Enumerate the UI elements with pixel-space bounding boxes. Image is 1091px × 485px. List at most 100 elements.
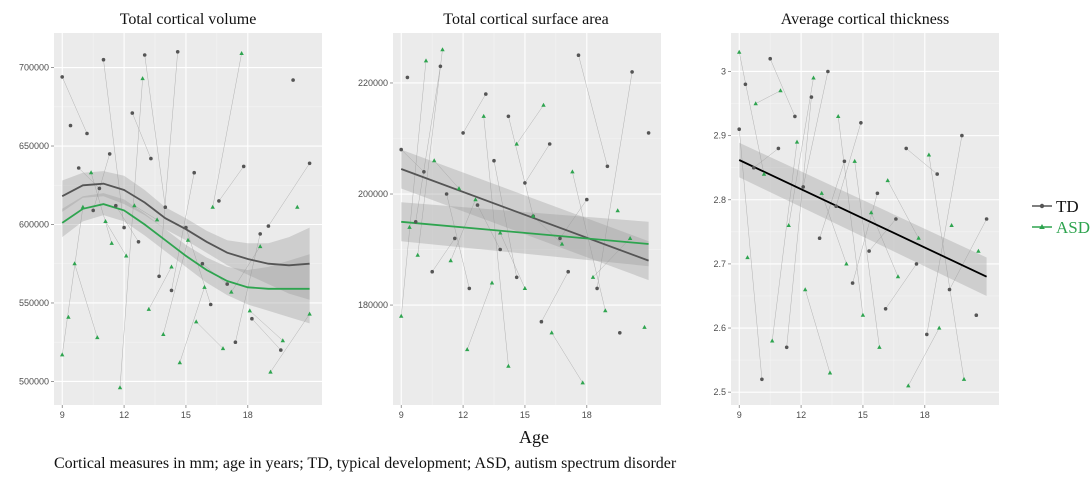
x-tick-label: 18 [920,410,930,420]
plot-background [54,33,322,405]
data-point-td [184,225,188,230]
data-point-asd [239,51,244,55]
data-point-td [834,204,838,208]
data-point-asd [103,219,108,223]
data-point-asd [827,370,833,375]
x-tick-label: 18 [243,410,253,420]
data-point-td [467,286,472,291]
subject-connector-line [592,238,631,278]
data-point-td [826,69,830,74]
data-point-asd [498,230,503,235]
data-point-asd [140,76,145,81]
subject-connector-line [499,232,526,289]
subject-connector-line [738,129,763,380]
subject-connector-line [819,161,845,239]
subject-connector-line [446,193,470,289]
data-point-td [241,164,246,169]
x-tick-label: 18 [582,410,592,420]
subject-connector-line [270,313,310,373]
data-point-asd [268,369,273,374]
data-point-td [136,240,141,244]
data-point-td [850,281,855,285]
subject-connector-line [196,321,224,349]
x-tick-label: 15 [520,410,530,420]
subject-connector-line [906,148,938,175]
data-point-td [793,114,797,119]
subject-connector-line [769,58,796,117]
data-point-td [547,142,552,146]
subject-connector-line [887,180,919,239]
subject-connector-line [134,205,158,220]
subject-connector-line [541,271,569,322]
data-point-asd [161,332,166,336]
x-tick-label: 15 [858,410,868,420]
figure-caption: Cortical measures in mm; age in years; T… [54,455,677,472]
data-point-asd [295,204,300,209]
data-point-td [801,185,805,189]
subject-connector-line [132,112,152,159]
data-point-td [925,332,929,337]
y-tick-label: 550000 [19,298,49,308]
data-point-asd [869,210,874,215]
data-point-td [91,208,95,213]
x-axis-label: Age [519,427,549,447]
legend-item-asd: ASD [1032,218,1090,237]
data-point-td [266,224,271,228]
data-point-asd [778,88,783,93]
plot-background [393,33,661,405]
confidence-band-asd [401,202,649,267]
data-point-asd [906,383,911,388]
data-point-asd [753,101,758,106]
data-point-td [413,220,418,224]
data-point-asd [541,102,546,107]
data-point-asd [154,217,160,222]
y-tick-label: 3 [721,66,726,76]
subject-connector-line [533,216,563,245]
data-point-asd [745,255,750,260]
data-point-asd [456,186,462,191]
subject-connector-line [596,71,633,289]
subject-connector-line [62,76,88,134]
data-point-td [751,165,756,170]
legend: TD ASD [1032,197,1090,237]
data-point-asd [570,169,575,174]
subject-connector-line [908,327,940,386]
legend-label-td: TD [1056,197,1079,216]
fit-line-asd [401,220,649,245]
subject-connector-line [868,218,897,252]
data-point-td [422,170,426,174]
data-point-asd [124,253,129,258]
panel-average-cortical-thickness: Average cortical thickness 9 12 15 18 2.5 2.6… [713,11,999,420]
subject-connector-line [61,207,84,355]
data-point-asd [146,306,151,311]
data-point-td [475,203,480,207]
data-point-asd [926,152,932,157]
data-point-asd [210,204,215,209]
data-point-td [430,269,435,274]
data-point-td [101,57,106,62]
subject-connector-line [524,143,550,184]
data-point-asd [448,258,453,263]
data-point-td [566,269,570,274]
subject-connector-line [755,90,781,104]
subject-connector-line [483,116,509,367]
data-point-td [258,232,263,236]
data-point-td [595,286,599,291]
data-point-asd [60,352,65,357]
data-point-asd [642,324,647,329]
subject-connector-line [508,116,534,217]
data-point-td [737,127,741,131]
subject-connector-line [415,66,441,222]
confidence-band-asd [62,193,310,324]
data-point-asd [860,312,866,317]
data-point-td [904,146,908,151]
data-point-asd [877,344,882,349]
data-point-asd [811,75,816,80]
subject-connector-line [179,287,205,363]
data-point-td [492,158,496,163]
data-point-asd [465,347,470,352]
data-point-asd [895,274,901,279]
data-point-asd [590,274,596,279]
data-point-td [585,197,589,202]
data-point-asd [229,289,234,294]
